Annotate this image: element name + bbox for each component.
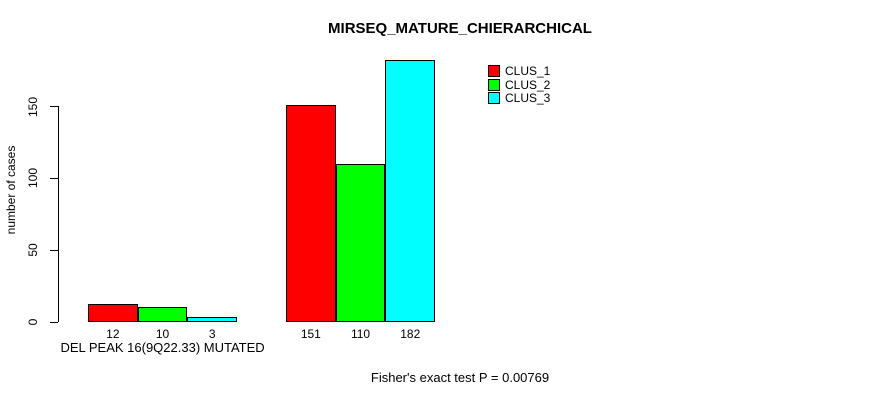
bar-value-label: 110 [350,327,371,341]
legend-entry-label: CLUS_2 [505,77,551,92]
y-axis-tick [50,249,58,251]
y-axis-tick-label: 100 [26,168,40,189]
bar-value-label: 151 [300,327,321,341]
y-axis-line [58,106,59,323]
y-axis-tick-label: 0 [26,318,40,326]
legend-swatch-icon [488,65,500,77]
chart-title: MIRSEQ_MATURE_CHIERARCHICAL [328,20,592,37]
bar-value-label: 12 [106,327,120,341]
legend-swatch-icon [488,92,500,104]
bar-clus_1-group2 [286,104,336,322]
y-axis-tick-label: 50 [26,243,40,257]
legend-swatch-icon [488,78,500,91]
y-axis-tick-label: 150 [26,96,40,117]
category-label: DEL PEAK 16(9Q22.33) MUTATED [60,340,265,355]
bar-value-label: 3 [208,327,216,341]
bar-clus_2-group2 [335,163,386,322]
bar-value-label: 182 [400,327,421,341]
bar-clus_1-group1 [88,304,138,322]
y-axis-label: number of cases [4,145,18,235]
bar-clus_2-group1 [137,307,188,322]
y-axis-tick [50,106,58,108]
footnote-fisher-test: Fisher's exact test P = 0.00769 [370,370,550,385]
y-axis-tick [50,321,58,323]
legend-entry-label: CLUS_3 [505,91,551,105]
legend-entry-label: CLUS_1 [505,64,551,78]
bar-clus_3-group2 [385,60,436,322]
bar-value-label: 10 [155,327,170,341]
y-axis-tick [50,177,58,179]
bar-clus_3-group1 [187,317,238,322]
